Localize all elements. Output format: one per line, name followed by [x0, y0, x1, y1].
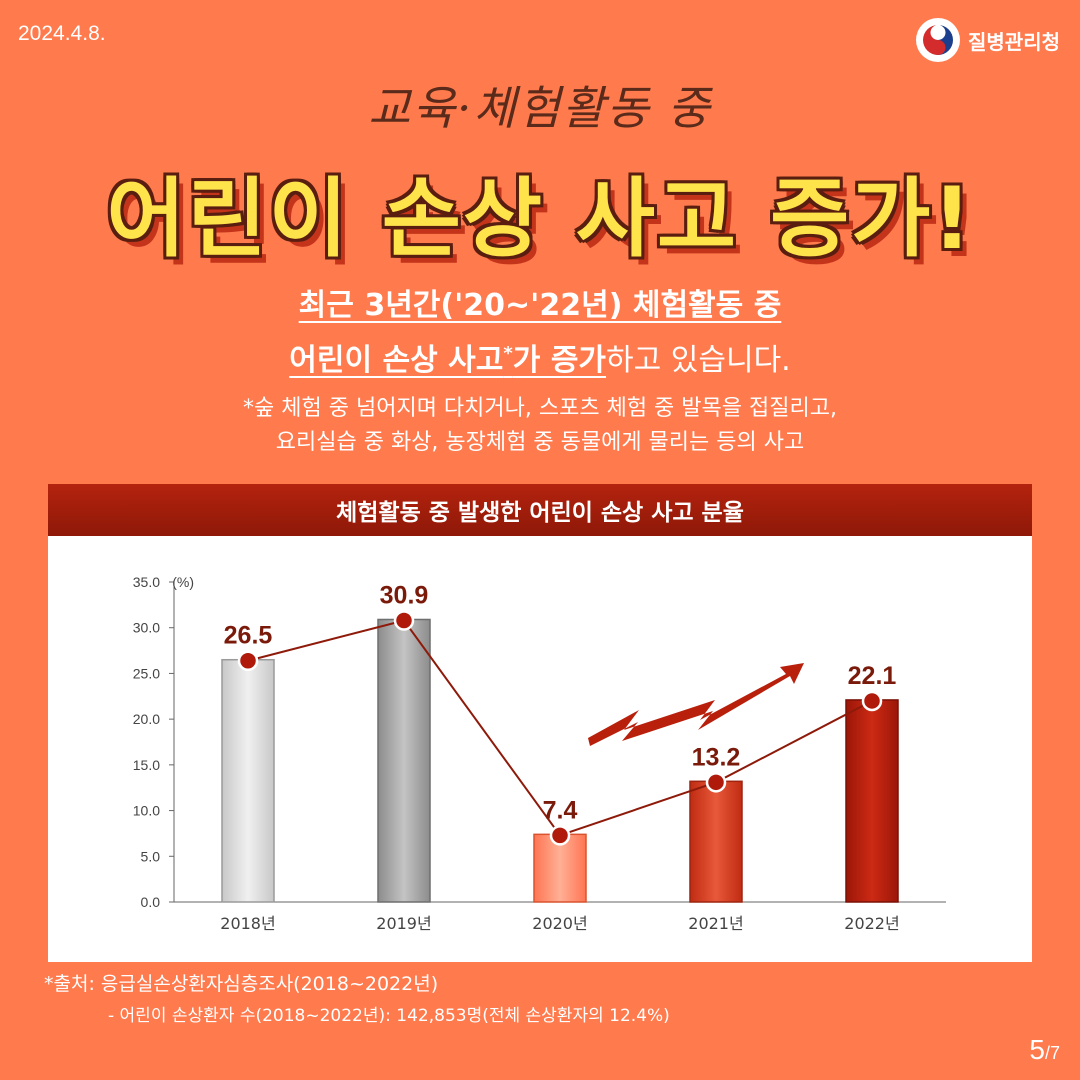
- trend-arrow: [588, 663, 804, 746]
- bar-2022년: [845, 699, 899, 903]
- y-tick-label: 15.0: [133, 757, 160, 773]
- bar-chart: 0.0 5.0 10.0 15.0 20.0 25.0 30.0 35.0 (%) 26.5 30…: [133, 574, 946, 933]
- taegeuk-icon: [916, 18, 960, 62]
- page-current: 5: [1029, 1034, 1045, 1065]
- data-point: [237, 650, 259, 671]
- footnote-line-2: 요리실습 중 화상, 농장체험 중 동물에게 물리는 등의 사고: [275, 430, 805, 455]
- lead-line-2-rest: 하고 있습니다.: [606, 343, 791, 378]
- org-name: 질병관리청: [968, 29, 1060, 54]
- data-label: 30.9: [380, 581, 429, 609]
- y-unit-label: (%): [172, 574, 194, 590]
- y-tick-label: 35.0: [133, 574, 160, 590]
- y-tick-label: 10.0: [133, 803, 160, 819]
- data-label: 26.5: [224, 622, 273, 650]
- y-tick-label: 5.0: [141, 848, 161, 864]
- org-logo: 질병관리청: [916, 18, 1060, 62]
- bar-2019년: [377, 618, 431, 903]
- footnote: *숲 체험 중 넘어지며 다치거나, 스포츠 체험 중 발목을 접질리고, 요리…: [0, 392, 1080, 460]
- source-line-1: *출처: 응급실손상환자심층조사(2018~2022년): [44, 973, 439, 995]
- page-indicator: 5/7: [1029, 1034, 1060, 1066]
- chart-panel: 0.0 5.0 10.0 15.0 20.0 25.0 30.0 35.0 (%) 26.5 30…: [48, 536, 1032, 962]
- lead-text: 최근 3년간('20~'22년) 체험활동 중 어린이 손상 사고*가 증가하고…: [0, 282, 1080, 385]
- x-tick-label: 2018년: [220, 914, 275, 933]
- data-point: [549, 825, 571, 846]
- source-note: *출처: 응급실손상환자심층조사(2018~2022년) - 어린이 손상환자 …: [44, 968, 670, 1032]
- x-tick-label: 2019년: [376, 914, 431, 933]
- footnote-line-1: *숲 체험 중 넘어지며 다치거나, 스포츠 체험 중 발목을 접질리고,: [243, 396, 837, 421]
- y-tick-label: 30.0: [133, 620, 160, 636]
- y-tick-label: 25.0: [133, 665, 160, 681]
- source-line-2: - 어린이 손상환자 수(2018~2022년): 142,853명(전체 손상…: [108, 1006, 670, 1026]
- x-tick-label: 2022년: [844, 914, 899, 933]
- date-label: 2024.4.8.: [18, 22, 106, 45]
- lead-line-2-emphasis: 어린이 손상 사고*가 증가: [289, 343, 607, 378]
- x-tick-label: 2021년: [688, 914, 743, 933]
- data-label: 7.4: [543, 796, 578, 824]
- data-label: 13.2: [692, 743, 741, 771]
- y-tick-label: 20.0: [133, 711, 160, 727]
- page-total: /7: [1044, 1043, 1060, 1063]
- data-label: 22.1: [848, 662, 897, 690]
- bar-2018년: [221, 658, 275, 903]
- y-tick-label: 0.0: [141, 894, 161, 910]
- bar-2021년: [689, 780, 743, 903]
- data-point: [393, 610, 415, 631]
- lead-line-1: 최근 3년간('20~'22년) 체험활동 중: [298, 288, 782, 323]
- subtitle: 교육·체험활동 중: [368, 81, 712, 135]
- x-tick-label: 2020년: [532, 914, 587, 933]
- data-point: [861, 690, 883, 712]
- data-point: [705, 772, 727, 793]
- chart-header: 체험활동 중 발생한 어린이 손상 사고 분율: [48, 484, 1032, 536]
- page-title: 어린이 손상 사고 증가!: [106, 169, 974, 269]
